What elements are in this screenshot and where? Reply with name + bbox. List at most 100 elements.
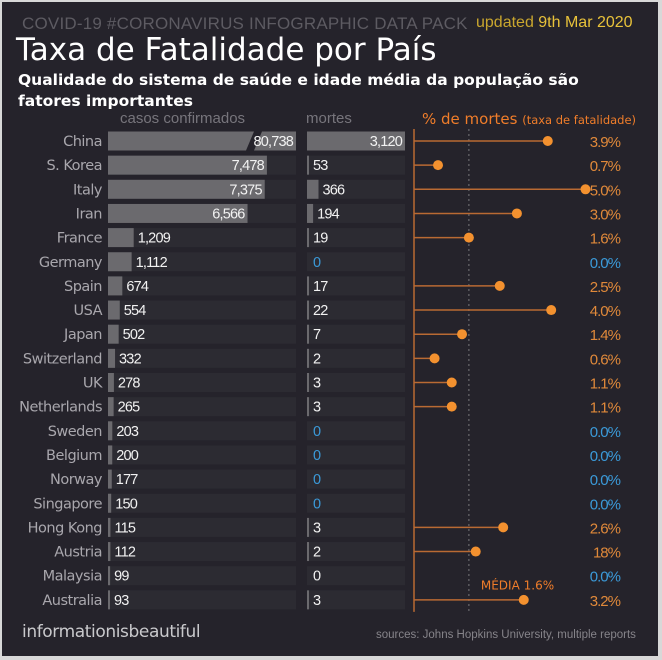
deaths-bar xyxy=(307,542,309,562)
deaths-value: 194 xyxy=(317,206,340,222)
deaths-track xyxy=(307,276,405,296)
deaths-track xyxy=(307,203,405,223)
country-label: Austria xyxy=(54,545,102,561)
rate-dot xyxy=(542,136,553,146)
cases-bar xyxy=(108,590,110,610)
country-label: Switzerland xyxy=(23,351,102,367)
cases-value: 1,112 xyxy=(136,255,168,271)
deaths-value: 2 xyxy=(313,545,321,561)
rate-dot xyxy=(463,232,474,243)
deaths-value: 0 xyxy=(313,424,321,440)
cases-bar xyxy=(108,276,123,296)
rate-value: 3.2% xyxy=(590,593,621,610)
cases-value: 99 xyxy=(114,569,129,585)
cases-track xyxy=(108,252,296,272)
country-label: Japan xyxy=(63,327,102,343)
country-label: Hong Kong xyxy=(28,520,102,536)
deaths-track xyxy=(307,348,405,368)
deaths-column-header: mortes xyxy=(306,110,352,127)
deaths-track xyxy=(307,155,405,175)
country-label: Australia xyxy=(42,593,102,609)
deaths-bar xyxy=(307,203,314,223)
cases-bar xyxy=(108,324,119,344)
cases-value: 7,375 xyxy=(229,182,262,198)
rate-value: 4.0% xyxy=(590,303,621,320)
rate-dot xyxy=(518,594,529,605)
rate-dot xyxy=(580,184,591,195)
deaths-bar xyxy=(307,228,309,248)
cases-value: 203 xyxy=(116,424,139,440)
rate-value: 18% xyxy=(593,545,621,562)
country-label: Spain xyxy=(64,279,102,295)
cases-track xyxy=(108,493,296,513)
page-title: Taxa de Fatalidade por País xyxy=(16,32,437,68)
deaths-track xyxy=(307,179,405,199)
deaths-value: 0 xyxy=(313,569,321,585)
rate-value: 3.0% xyxy=(590,206,621,223)
cases-track xyxy=(108,517,296,537)
country-label: Belgium xyxy=(46,448,102,464)
cases-track xyxy=(108,300,296,320)
rate-value: 0.0% xyxy=(590,496,621,513)
rate-dot xyxy=(511,208,522,219)
cases-bar xyxy=(108,445,113,465)
cases-track xyxy=(108,469,296,489)
cases-track xyxy=(108,397,296,417)
updated-label: updated 9th Mar 2020 xyxy=(476,14,633,32)
country-label: Singapore xyxy=(33,496,102,512)
country-label: UK xyxy=(83,376,103,392)
cases-value: 332 xyxy=(119,351,142,367)
cases-value: 278 xyxy=(118,376,141,392)
cases-value: 554 xyxy=(124,303,147,319)
cases-track xyxy=(108,590,296,610)
rate-dot xyxy=(470,546,481,557)
rate-value: 2.5% xyxy=(590,279,621,296)
deaths-bar xyxy=(307,131,405,151)
cases-track xyxy=(108,276,296,296)
cases-value: 1,209 xyxy=(138,231,171,247)
subtitle: Qualidade do sistema de saúde e idade mé… xyxy=(18,71,579,110)
deaths-track xyxy=(307,566,405,586)
data-pack-title: COVID-19 #CORONAVIRUS INFOGRAPHIC DATA P… xyxy=(22,14,468,33)
deaths-value: 17 xyxy=(313,279,328,295)
deaths-track xyxy=(307,493,405,513)
cases-column-header: casos confirmados xyxy=(120,110,246,127)
deaths-value: 3 xyxy=(313,520,321,536)
deaths-track xyxy=(307,469,405,489)
country-label: Italy xyxy=(73,182,103,198)
deaths-bar xyxy=(307,324,309,344)
rate-value: 1.6% xyxy=(590,231,621,248)
cases-track xyxy=(108,445,296,465)
rate-value: 3.9% xyxy=(590,134,621,151)
rate-dot xyxy=(457,329,468,340)
country-label: China xyxy=(63,134,102,150)
deaths-value: 0 xyxy=(313,472,321,488)
cases-bar xyxy=(108,155,267,175)
deaths-track xyxy=(307,252,405,272)
rate-value: 0.0% xyxy=(590,569,621,586)
deaths-value: 366 xyxy=(322,182,345,198)
deaths-bar xyxy=(307,276,309,296)
cases-bar xyxy=(108,542,111,562)
country-label: Netherlands xyxy=(19,400,102,416)
rate-dot xyxy=(429,353,440,364)
cases-bar xyxy=(108,348,116,368)
deaths-bar xyxy=(307,397,309,417)
deaths-value: 19 xyxy=(313,231,328,247)
country-label: Malaysia xyxy=(43,569,102,585)
deaths-bar xyxy=(307,517,309,537)
rate-value: 0.0% xyxy=(590,448,621,465)
deaths-value: 3 xyxy=(313,593,321,609)
rate-value: 1.1% xyxy=(590,376,621,393)
country-label: Norway xyxy=(50,472,103,488)
updated-date: 9th Mar 2020 xyxy=(538,14,633,31)
deaths-track xyxy=(307,373,405,392)
country-label: Sweden xyxy=(48,424,102,440)
deaths-track xyxy=(307,228,405,248)
rate-dot xyxy=(546,305,557,316)
brand-logo: informationisbeautiful xyxy=(22,622,201,642)
rate-value: 0.0% xyxy=(590,424,621,441)
deaths-track xyxy=(307,421,405,441)
country-label: S. Korea xyxy=(46,158,102,174)
